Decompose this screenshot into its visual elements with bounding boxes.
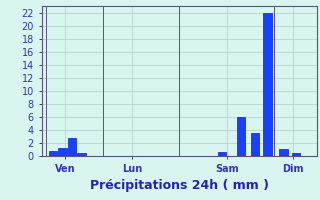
Bar [292,153,300,156]
Bar [236,117,245,156]
Bar [251,133,260,156]
Bar [58,148,67,156]
X-axis label: Précipitations 24h ( mm ): Précipitations 24h ( mm ) [90,179,269,192]
Bar [218,152,226,156]
Bar [49,151,57,156]
Bar [68,138,76,156]
Bar [263,13,272,156]
Bar [77,153,86,156]
Bar [279,149,288,156]
